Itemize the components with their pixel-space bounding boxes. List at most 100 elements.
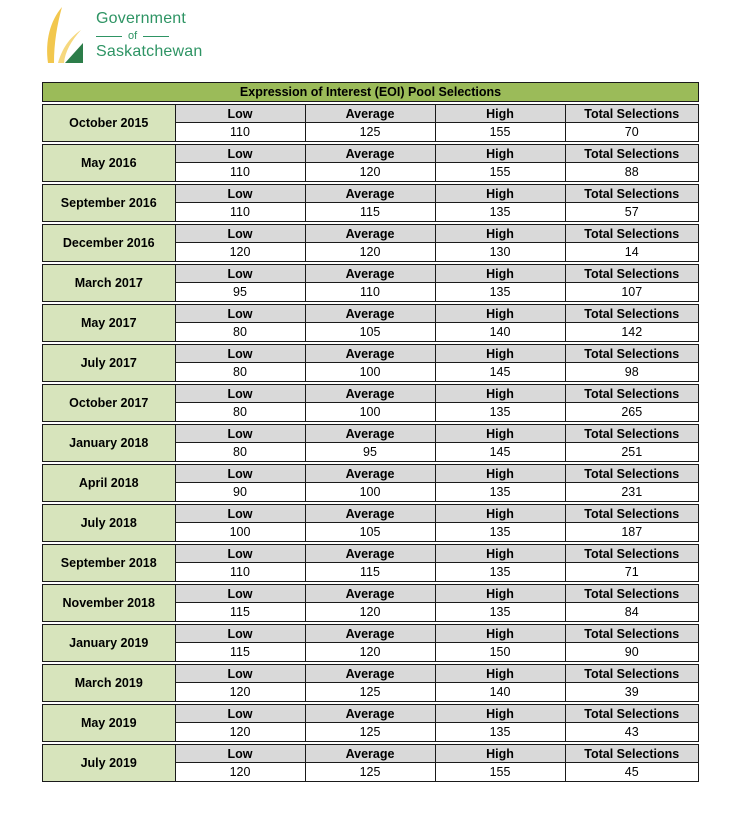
value-total: 70 — [565, 123, 698, 141]
value-total: 107 — [565, 283, 698, 301]
column-header-total: Total Selections — [565, 465, 698, 483]
column-header-total: Total Selections — [565, 145, 698, 163]
period-date-cell: July 2019 — [43, 745, 176, 781]
column-header-total: Total Selections — [565, 305, 698, 323]
period-date-cell: September 2018 — [43, 545, 176, 581]
value-low: 120 — [175, 243, 306, 261]
column-header-low: Low — [175, 425, 306, 443]
value-low: 90 — [175, 483, 306, 501]
value-high: 140 — [435, 323, 566, 341]
eoi-period-block: December 2016 Low Average High Total Sel… — [42, 224, 699, 262]
value-average: 120 — [305, 163, 436, 181]
column-header-high: High — [435, 705, 566, 723]
value-average: 125 — [305, 763, 436, 781]
column-header-low: Low — [175, 185, 306, 203]
column-header-average: Average — [305, 105, 436, 123]
value-total: 251 — [565, 443, 698, 461]
column-header-total: Total Selections — [565, 265, 698, 283]
value-average: 100 — [305, 363, 436, 381]
column-header-low: Low — [175, 505, 306, 523]
column-header-high: High — [435, 585, 566, 603]
column-header-total: Total Selections — [565, 625, 698, 643]
column-header-low: Low — [175, 665, 306, 683]
column-header-total: Total Selections — [565, 185, 698, 203]
value-total: 14 — [565, 243, 698, 261]
period-date-cell: May 2019 — [43, 705, 176, 741]
value-high: 155 — [435, 123, 566, 141]
column-header-total: Total Selections — [565, 545, 698, 563]
column-header-high: High — [435, 225, 566, 243]
logo-line-government: Government — [96, 10, 187, 27]
value-average: 105 — [305, 323, 436, 341]
eoi-period-block: October 2017 Low Average High Total Sele… — [42, 384, 699, 422]
value-average: 115 — [305, 563, 436, 581]
value-high: 155 — [435, 763, 566, 781]
eoi-period-block: March 2019 Low Average High Total Select… — [42, 664, 699, 702]
value-total: 187 — [565, 523, 698, 541]
value-high: 135 — [435, 563, 566, 581]
period-date-cell: May 2017 — [43, 305, 176, 341]
column-header-total: Total Selections — [565, 385, 698, 403]
table-title: Expression of Interest (EOI) Pool Select… — [42, 82, 699, 102]
value-high: 140 — [435, 683, 566, 701]
value-high: 135 — [435, 603, 566, 621]
period-date-cell: January 2019 — [43, 625, 176, 661]
column-header-high: High — [435, 425, 566, 443]
column-header-low: Low — [175, 745, 306, 763]
value-total: 90 — [565, 643, 698, 661]
wheat-sheaf-icon — [47, 7, 83, 63]
value-average: 125 — [305, 723, 436, 741]
column-header-low: Low — [175, 625, 306, 643]
eoi-period-block: April 2018 Low Average High Total Select… — [42, 464, 699, 502]
column-header-total: Total Selections — [565, 225, 698, 243]
column-header-average: Average — [305, 145, 436, 163]
column-header-average: Average — [305, 625, 436, 643]
period-date-cell: July 2017 — [43, 345, 176, 381]
eoi-period-block: January 2018 Low Average High Total Sele… — [42, 424, 699, 462]
value-high: 145 — [435, 363, 566, 381]
column-header-low: Low — [175, 585, 306, 603]
period-date-cell: March 2019 — [43, 665, 176, 701]
logo-line-of: of — [96, 30, 202, 42]
logo-text: Government of Saskatchewan — [96, 7, 202, 61]
period-date-cell: September 2016 — [43, 185, 176, 221]
period-date-cell: December 2016 — [43, 225, 176, 261]
column-header-average: Average — [305, 425, 436, 443]
value-total: 43 — [565, 723, 698, 741]
column-header-high: High — [435, 505, 566, 523]
column-header-low: Low — [175, 345, 306, 363]
eoi-table: Expression of Interest (EOI) Pool Select… — [42, 82, 699, 782]
value-low: 80 — [175, 403, 306, 421]
column-header-low: Low — [175, 305, 306, 323]
period-date-cell: January 2018 — [43, 425, 176, 461]
column-header-low: Low — [175, 265, 306, 283]
value-high: 130 — [435, 243, 566, 261]
value-total: 88 — [565, 163, 698, 181]
value-high: 135 — [435, 523, 566, 541]
column-header-average: Average — [305, 665, 436, 683]
period-date-cell: May 2016 — [43, 145, 176, 181]
eoi-period-block: March 2017 Low Average High Total Select… — [42, 264, 699, 302]
column-header-total: Total Selections — [565, 705, 698, 723]
value-low: 100 — [175, 523, 306, 541]
column-header-total: Total Selections — [565, 585, 698, 603]
column-header-total: Total Selections — [565, 665, 698, 683]
column-header-high: High — [435, 305, 566, 323]
column-header-average: Average — [305, 505, 436, 523]
value-total: 142 — [565, 323, 698, 341]
value-total: 71 — [565, 563, 698, 581]
column-header-total: Total Selections — [565, 425, 698, 443]
eoi-period-block: May 2019 Low Average High Total Selectio… — [42, 704, 699, 742]
period-date-cell: October 2017 — [43, 385, 176, 421]
logo-dash-right — [143, 35, 170, 37]
column-header-total: Total Selections — [565, 345, 698, 363]
value-high: 145 — [435, 443, 566, 461]
column-header-average: Average — [305, 705, 436, 723]
value-low: 110 — [175, 563, 306, 581]
column-header-high: High — [435, 265, 566, 283]
value-total: 231 — [565, 483, 698, 501]
value-high: 135 — [435, 483, 566, 501]
value-low: 80 — [175, 323, 306, 341]
column-header-high: High — [435, 105, 566, 123]
